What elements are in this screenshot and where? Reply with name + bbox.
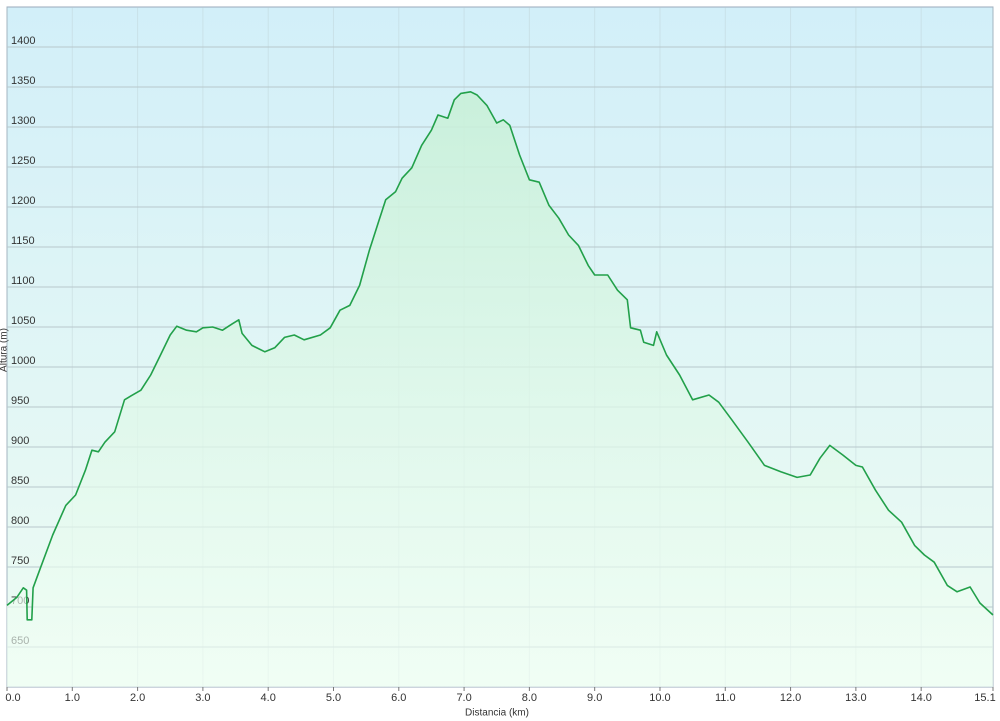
- x-axis-title: Distancia (km): [465, 708, 529, 719]
- x-tick-label: 2.0: [130, 692, 145, 704]
- y-tick-label: 850: [11, 475, 29, 487]
- area: [7, 91, 993, 688]
- x-tick-label: 5.0: [326, 692, 341, 704]
- x-tick-label: 13.0: [845, 692, 866, 704]
- line: [6, 91, 994, 621]
- x-tick-label: 7.0: [456, 692, 471, 704]
- y-tick-label: 1300: [11, 115, 35, 127]
- x-tick-label: 9.0: [587, 692, 602, 704]
- y-tick-label: 800: [11, 515, 29, 527]
- x-tick-label: 10.0: [649, 692, 670, 704]
- x-tick-label: 14.0: [910, 692, 931, 704]
- y-tick-label: 900: [11, 435, 29, 447]
- x-tick-label: 11.0: [715, 692, 736, 704]
- x-tick-label: 0.0: [5, 692, 20, 704]
- x-tick-label: 15.1: [974, 692, 995, 704]
- x-tick-label: 6.0: [391, 692, 406, 704]
- y-tick-label: 1150: [11, 235, 35, 247]
- y-tick-label: 1350: [11, 75, 35, 87]
- x-tick-label: 8.0: [522, 692, 537, 704]
- x-tick-label: 1.0: [65, 692, 80, 704]
- y-tick-label: 1400: [11, 35, 35, 47]
- y-tick-label: 1100: [11, 275, 35, 287]
- y-tick-label: 1250: [11, 155, 35, 167]
- y-tick-label: 1050: [11, 315, 35, 327]
- y-tick-label: 1200: [11, 195, 35, 207]
- y-tick-label: 1000: [11, 355, 35, 367]
- y-tick-label: 950: [11, 395, 29, 407]
- y-tick-label: 750: [11, 555, 29, 567]
- x-tick-label: 3.0: [195, 692, 210, 704]
- x-tick-label: 4.0: [261, 692, 276, 704]
- x-tick-label: 12.0: [780, 692, 801, 704]
- y-axis-title: Altura (m): [0, 328, 10, 372]
